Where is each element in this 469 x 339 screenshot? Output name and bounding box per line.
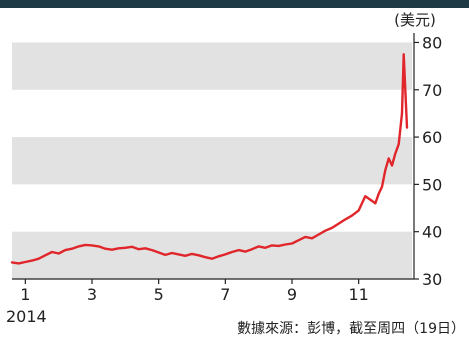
y-tick-label: 70	[422, 81, 442, 100]
grid-bands	[12, 42, 412, 279]
x-tick-label: 9	[287, 285, 297, 304]
grid-band	[12, 231, 412, 279]
x-tick-label: 5	[154, 285, 164, 304]
unit-label: (美元)	[394, 11, 436, 29]
x-tick-label: 11	[348, 285, 368, 304]
x-tick-label: 7	[220, 285, 230, 304]
y-tick-label: 30	[422, 270, 442, 289]
y-tick-label: 60	[422, 128, 442, 147]
grid-band	[12, 137, 412, 185]
y-tick-label: 40	[422, 223, 442, 242]
y-tick-label: 80	[422, 33, 442, 52]
series-layer	[10, 53, 409, 265]
year-label: 2014	[6, 307, 47, 326]
price-line	[10, 53, 409, 265]
source-note: 數據來源：彭博，截至周四（19日）	[237, 321, 465, 337]
y-tick-label: 50	[422, 175, 442, 194]
x-tick-label: 1	[20, 285, 30, 304]
x-tick-label: 3	[87, 285, 97, 304]
title-bar	[0, 0, 469, 8]
axis-layer: 30 40 50 60 70 80 1 3 5 7 9 11	[12, 33, 442, 304]
grid-band	[12, 42, 412, 90]
